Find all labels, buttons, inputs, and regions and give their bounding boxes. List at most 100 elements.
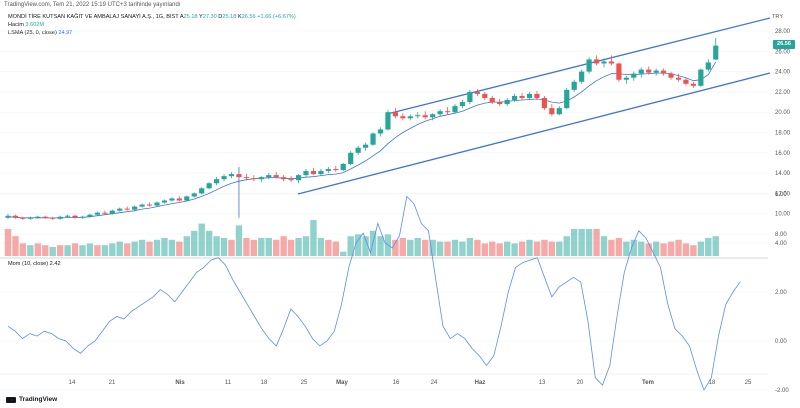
- candle-body: [482, 93, 488, 98]
- time-tick-label: Tem: [642, 380, 654, 386]
- candle: [146, 202, 153, 207]
- volume-bar: [101, 245, 109, 256]
- candle: [638, 67, 644, 78]
- candle: [415, 112, 421, 119]
- candle-body: [370, 133, 376, 145]
- candle-body: [139, 204, 145, 207]
- price-tick-label: 12.00: [775, 191, 791, 197]
- candle-body: [586, 59, 592, 72]
- volume-bar: [615, 238, 623, 256]
- candle-body: [363, 144, 369, 148]
- tradingview-logo[interactable]: TradingView: [6, 396, 57, 403]
- candle: [139, 203, 145, 208]
- trend-channel[interactable]: [297, 17, 771, 195]
- volume-bar: [690, 245, 697, 256]
- candle: [512, 93, 518, 103]
- candle: [616, 62, 622, 82]
- candle-body: [12, 215, 19, 218]
- symbol-name[interactable]: MONDİ TİRE KUTSAN KAĞIT VE AMBALAJ SANAY…: [8, 14, 179, 20]
- candle: [586, 57, 592, 74]
- candle: [303, 169, 309, 178]
- candle: [333, 165, 339, 173]
- momentum-tick-label: 6.00: [775, 192, 787, 198]
- candle-body: [653, 70, 659, 73]
- candle-body: [549, 108, 555, 115]
- momentum-axis[interactable]: 6.00 4.00 2.00 0.00 -2.00: [775, 192, 789, 394]
- chart-legend: MONDİ TİRE KUTSAN KAĞIT VE AMBALAJ SANAY…: [8, 13, 296, 37]
- candle: [474, 88, 480, 96]
- candle-body: [571, 81, 577, 90]
- candle: [318, 169, 324, 177]
- volume-legend-row[interactable]: Hacim 3.602M: [8, 21, 296, 29]
- price-tick-label: 28.00: [775, 29, 791, 35]
- currency-label: TRY: [772, 14, 784, 20]
- candle-body: [191, 193, 197, 197]
- candle: [94, 211, 100, 216]
- time-axis[interactable]: 14 21 Nis 11 18 25 May 16 24 Haz 13 20 Tem 18 25: [69, 380, 752, 386]
- candle-body: [214, 179, 220, 184]
- candle: [35, 215, 41, 219]
- tradingview-logo-icon: [6, 396, 16, 403]
- candle-body: [392, 112, 398, 117]
- candle-body: [355, 147, 361, 153]
- candle-body: [407, 116, 413, 119]
- volume-bar: [526, 239, 533, 256]
- change-value: +1.66 (+6.67%): [257, 14, 296, 20]
- candle: [87, 213, 93, 218]
- candle-body: [675, 77, 682, 80]
- candle-body: [646, 69, 652, 73]
- candle: [176, 196, 182, 202]
- volume-bar: [228, 239, 235, 256]
- volume-bar: [273, 239, 280, 256]
- candle-body: [251, 178, 257, 180]
- candle-body: [20, 217, 26, 219]
- candle-body: [94, 212, 100, 215]
- channel-upper-line[interactable]: [386, 17, 771, 115]
- time-tick-label: 25: [745, 380, 752, 386]
- symbol-legend-row: MONDİ TİRE KUTSAN KAĞIT VE AMBALAJ SANAY…: [8, 13, 296, 21]
- volume-bar: [42, 245, 49, 256]
- price-tick-label: 16.00: [775, 151, 791, 157]
- price-axis[interactable]: 28.00 26.00 24.00 22.00 20.00 18.00 16.00 14.00…: [775, 29, 791, 238]
- candle: [169, 197, 175, 202]
- candle-body: [467, 91, 473, 103]
- grid: [0, 30, 768, 391]
- volume-bar: [131, 241, 138, 256]
- volume-bar: [287, 239, 295, 256]
- candle-body: [430, 114, 436, 118]
- volume-bar: [377, 236, 384, 256]
- close-label: K: [237, 14, 242, 20]
- candle-body: [519, 95, 525, 98]
- candle-body: [422, 115, 428, 118]
- candle: [57, 215, 63, 220]
- candle: [713, 38, 719, 60]
- volume-bar: [645, 243, 652, 256]
- candle: [452, 104, 458, 114]
- momentum-legend[interactable]: Mom (10, close) 2.42: [8, 261, 61, 267]
- candle: [191, 192, 197, 198]
- channel-lower-line[interactable]: [297, 72, 771, 195]
- candle: [556, 106, 562, 116]
- candle: [675, 73, 682, 82]
- volume-bar: [12, 236, 19, 256]
- volume-bar: [280, 236, 287, 256]
- time-tick-label: Nis: [175, 380, 185, 386]
- candle-body: [5, 215, 11, 218]
- candle-body: [541, 97, 547, 109]
- volume-bar: [638, 241, 645, 256]
- candle: [526, 91, 533, 101]
- candle-body: [400, 116, 406, 119]
- candle: [102, 210, 108, 215]
- volume-bar: [675, 239, 682, 256]
- candle: [705, 59, 711, 72]
- candle: [288, 176, 294, 183]
- lsma-legend-row[interactable]: LSMA (25, 0, close) 24.97: [8, 29, 296, 37]
- candle: [281, 175, 287, 182]
- volume-bar: [652, 241, 660, 256]
- time-tick-label: 24: [431, 380, 438, 386]
- candle-body: [556, 108, 562, 115]
- candle-body: [608, 61, 615, 64]
- candle-body: [713, 45, 719, 60]
- candle: [698, 68, 704, 87]
